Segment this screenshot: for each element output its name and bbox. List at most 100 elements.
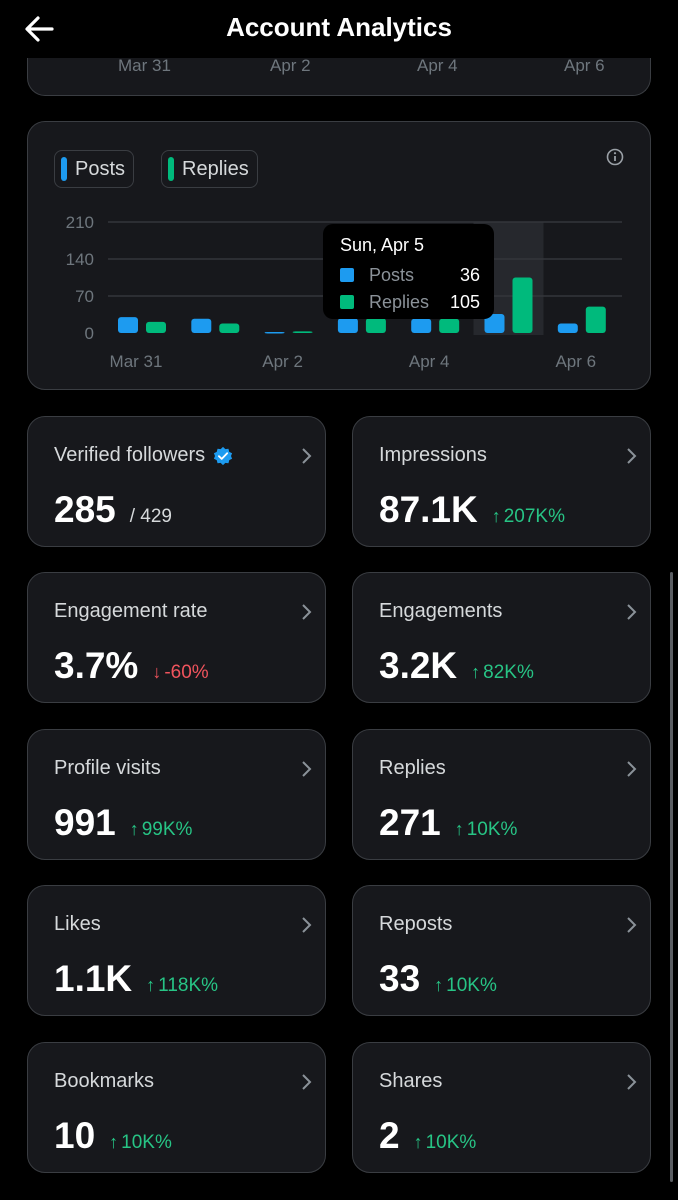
tooltip-row-posts: Posts 36 bbox=[340, 264, 480, 286]
stat-delta: ↑ 99K% bbox=[130, 819, 193, 841]
stat-delta: ↑ 10K% bbox=[455, 819, 518, 841]
stat-card-likes[interactable]: Likes 1.1K ↑ 118K% bbox=[27, 885, 326, 1016]
bar-posts bbox=[264, 331, 285, 334]
posts-swatch bbox=[61, 157, 67, 181]
bar-posts bbox=[484, 313, 505, 333]
stat-label: Bookmarks bbox=[54, 1070, 155, 1092]
stat-label: Engagements bbox=[379, 600, 503, 622]
arrow-down-icon: ↓ bbox=[152, 662, 162, 682]
chevron-right-icon bbox=[627, 761, 637, 777]
stat-value: 3.7% bbox=[54, 645, 139, 686]
stat-value-row: 3.2K ↑ 82K% bbox=[379, 645, 534, 687]
stat-card-verified-followers[interactable]: Verified followers 285 / 429 bbox=[27, 416, 326, 547]
legend-replies-toggle[interactable]: Replies bbox=[161, 150, 258, 188]
x-tick-label: Mar 31 bbox=[118, 56, 171, 75]
stat-card-reposts[interactable]: Reposts 33 ↑ 10K% bbox=[352, 885, 651, 1016]
y-tick-label: 70 bbox=[75, 287, 94, 306]
chevron-right-icon bbox=[627, 917, 637, 933]
tooltip-series-value: 105 bbox=[449, 291, 480, 312]
scrollbar[interactable] bbox=[670, 572, 673, 1182]
stat-label: Replies bbox=[379, 757, 446, 779]
replies-swatch bbox=[340, 295, 354, 309]
stat-label: Likes bbox=[54, 913, 101, 935]
bar-replies bbox=[219, 323, 240, 333]
chevron-right-icon bbox=[302, 761, 312, 777]
stat-delta-text: 99K% bbox=[141, 819, 193, 840]
tooltip-date: Sun, Apr 5 bbox=[340, 235, 425, 255]
top-bar: Account Analytics bbox=[0, 0, 678, 58]
x-tick-label: Apr 2 bbox=[270, 56, 311, 75]
stat-delta: ↑ 10K% bbox=[414, 1132, 477, 1154]
y-tick-label: 0 bbox=[85, 324, 94, 343]
back-arrow-icon[interactable] bbox=[22, 12, 56, 46]
x-tick-label: Apr 6 bbox=[555, 352, 596, 371]
stat-delta: ↑ 10K% bbox=[434, 975, 497, 997]
posts-replies-chart-card: Posts Replies bbox=[27, 121, 651, 390]
stat-card-impressions[interactable]: Impressions 87.1K ↑ 207K% bbox=[352, 416, 651, 547]
stat-value: 87.1K bbox=[379, 489, 478, 530]
arrow-up-icon: ↑ bbox=[471, 662, 481, 682]
chevron-right-icon bbox=[302, 917, 312, 933]
stat-value: 10 bbox=[54, 1115, 96, 1156]
arrow-up-icon: ↑ bbox=[109, 1132, 119, 1152]
bar-replies bbox=[146, 321, 166, 333]
stat-label: Impressions bbox=[379, 444, 487, 466]
stat-delta: ↓ -60% bbox=[152, 662, 208, 684]
chevron-right-icon bbox=[302, 1074, 312, 1090]
stat-card-engagement-rate[interactable]: Engagement rate 3.7% ↓ -60% bbox=[27, 572, 326, 703]
stat-value-row: 3.7% ↓ -60% bbox=[54, 645, 209, 687]
x-tick-label: Apr 2 bbox=[262, 352, 303, 371]
tooltip-series-name: Replies bbox=[369, 291, 430, 312]
bar-posts bbox=[557, 323, 578, 333]
stat-delta-text: 10K% bbox=[446, 975, 497, 996]
legend-posts-toggle[interactable]: Posts bbox=[54, 150, 135, 188]
stat-value-row: 87.1K ↑ 207K% bbox=[379, 489, 565, 531]
stat-card-profile-visits[interactable]: Profile visits 991 ↑ 99K% bbox=[27, 729, 326, 860]
stat-delta-text: 207K% bbox=[503, 506, 566, 527]
chevron-right-icon bbox=[627, 448, 637, 464]
stat-label-text: Verified followers bbox=[54, 444, 206, 466]
stat-value-row: 10 ↑ 10K% bbox=[54, 1115, 172, 1157]
stat-card-replies[interactable]: Replies 271 ↑ 10K% bbox=[352, 729, 651, 860]
x-tick-label: Apr 4 bbox=[417, 56, 458, 75]
stat-delta: ↑ 207K% bbox=[492, 506, 565, 528]
stat-total: / 429 bbox=[129, 506, 172, 527]
arrow-up-icon: ↑ bbox=[413, 1132, 423, 1152]
stat-card-bookmarks[interactable]: Bookmarks 10 ↑ 10K% bbox=[27, 1042, 326, 1173]
y-tick-label: 140 bbox=[66, 250, 94, 269]
tooltip-row-replies: Replies 105 bbox=[340, 291, 480, 313]
stat-delta-text: 82K% bbox=[483, 662, 534, 683]
stat-label: Verified followers bbox=[54, 444, 233, 467]
bar-replies bbox=[512, 277, 533, 333]
info-icon[interactable] bbox=[606, 148, 624, 166]
stat-value-row: 33 ↑ 10K% bbox=[379, 958, 497, 1000]
stat-value-row: 1.1K ↑ 118K% bbox=[54, 958, 218, 1000]
stat-delta-text: 10K% bbox=[425, 1132, 477, 1153]
stat-value-row: 991 ↑ 99K% bbox=[54, 802, 192, 844]
posts-replies-bar-chart: 210 140 70 0 Mar 31 Apr 2 Apr 4 Apr 6 bbox=[66, 213, 622, 371]
stat-value: 991 bbox=[54, 802, 116, 843]
bar-replies bbox=[365, 318, 386, 333]
x-tick-label: Apr 4 bbox=[409, 352, 450, 371]
stat-label: Reposts bbox=[379, 913, 453, 935]
stat-delta-text: 10K% bbox=[121, 1132, 172, 1153]
x-tick-label: Mar 31 bbox=[110, 352, 163, 371]
stat-delta-text: -60% bbox=[164, 662, 209, 683]
stat-delta: ↑ 10K% bbox=[109, 1132, 172, 1154]
chevron-right-icon bbox=[627, 604, 637, 620]
arrow-up-icon: ↑ bbox=[454, 819, 464, 839]
stat-delta-text: 10K% bbox=[466, 819, 518, 840]
chevron-right-icon bbox=[302, 604, 312, 620]
chevron-right-icon bbox=[302, 448, 312, 464]
stat-value: 271 bbox=[379, 802, 441, 843]
bar-replies bbox=[292, 331, 313, 333]
stat-card-shares[interactable]: Shares 2 ↑ 10K% bbox=[352, 1042, 651, 1173]
stat-card-engagements[interactable]: Engagements 3.2K ↑ 82K% bbox=[352, 572, 651, 703]
bar-replies bbox=[439, 318, 460, 333]
stat-value: 33 bbox=[379, 958, 421, 999]
legend-posts-label: Posts bbox=[75, 157, 126, 180]
stat-value-row: 2 ↑ 10K% bbox=[379, 1115, 476, 1157]
arrow-up-icon: ↑ bbox=[129, 819, 139, 839]
stat-label: Shares bbox=[379, 1070, 443, 1092]
tooltip-series-name: Posts bbox=[369, 264, 415, 285]
